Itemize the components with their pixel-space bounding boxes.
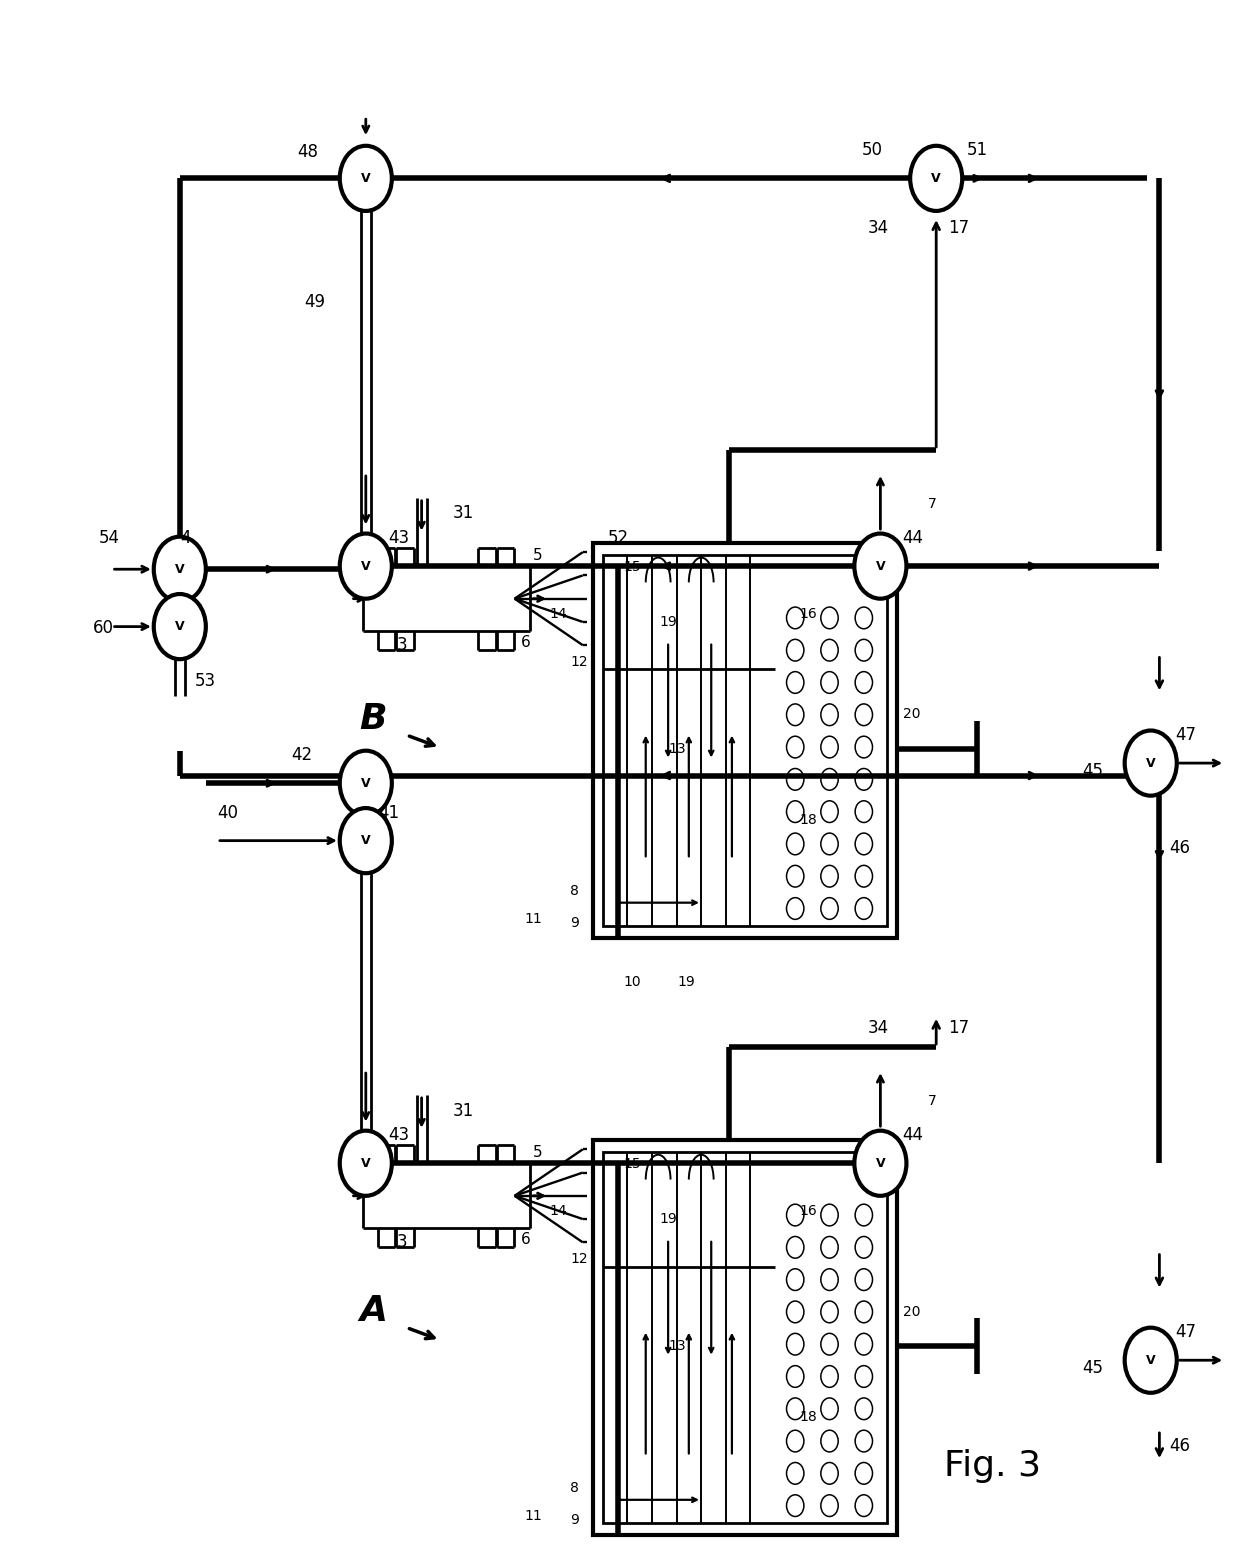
- Text: 17: 17: [949, 1019, 970, 1038]
- Text: 54: 54: [99, 529, 120, 548]
- Text: V: V: [361, 834, 371, 847]
- Text: 20: 20: [903, 707, 920, 721]
- Text: 44: 44: [903, 1126, 924, 1145]
- Text: 8: 8: [570, 1481, 579, 1495]
- Text: V: V: [1146, 1354, 1156, 1366]
- Text: Fig. 3: Fig. 3: [944, 1449, 1040, 1483]
- Bar: [603, 555, 887, 926]
- Text: 47: 47: [1176, 726, 1197, 744]
- Text: V: V: [1146, 757, 1156, 769]
- Text: 40: 40: [217, 803, 238, 822]
- Circle shape: [340, 751, 392, 816]
- Text: 60: 60: [93, 619, 114, 637]
- Text: 4: 4: [180, 529, 190, 548]
- Text: 53: 53: [195, 672, 216, 690]
- Circle shape: [154, 594, 206, 659]
- Text: 45: 45: [1083, 762, 1104, 780]
- Text: 43: 43: [388, 1126, 409, 1145]
- Text: 11: 11: [525, 912, 542, 926]
- Text: 31: 31: [453, 504, 474, 523]
- Text: 5: 5: [533, 548, 543, 563]
- Text: 20: 20: [903, 1304, 920, 1318]
- Circle shape: [854, 534, 906, 599]
- Text: 13: 13: [668, 741, 686, 755]
- Text: 45: 45: [1083, 1359, 1104, 1377]
- Text: 42: 42: [291, 746, 312, 765]
- Text: 47: 47: [1176, 1323, 1197, 1342]
- Text: 10: 10: [622, 974, 641, 990]
- Text: V: V: [361, 172, 371, 185]
- Text: 44: 44: [903, 529, 924, 548]
- Text: B: B: [360, 703, 387, 737]
- Text: V: V: [175, 620, 185, 633]
- Text: 17: 17: [949, 219, 970, 237]
- Text: V: V: [175, 563, 185, 575]
- Text: 9: 9: [570, 1512, 579, 1526]
- Text: 34: 34: [868, 1019, 889, 1038]
- Text: 13: 13: [668, 1339, 686, 1352]
- Text: 52: 52: [608, 529, 629, 548]
- Text: V: V: [875, 560, 885, 572]
- Text: 43: 43: [388, 529, 409, 548]
- Text: 46: 46: [1169, 839, 1190, 858]
- Text: 51: 51: [967, 141, 988, 160]
- Text: 41: 41: [378, 803, 399, 822]
- Circle shape: [1125, 731, 1177, 796]
- Circle shape: [154, 537, 206, 602]
- Text: 8: 8: [570, 884, 579, 898]
- Text: 14: 14: [549, 1204, 567, 1218]
- Circle shape: [340, 808, 392, 873]
- Text: 15: 15: [622, 560, 641, 574]
- Text: V: V: [875, 1157, 885, 1169]
- Circle shape: [1125, 1328, 1177, 1393]
- Text: V: V: [361, 777, 371, 789]
- Text: 34: 34: [868, 219, 889, 237]
- Bar: [603, 1152, 887, 1523]
- Text: 14: 14: [549, 606, 567, 620]
- Text: 18: 18: [800, 813, 817, 827]
- Text: 19: 19: [660, 614, 677, 630]
- Text: 46: 46: [1169, 1436, 1190, 1455]
- Text: A: A: [360, 1295, 388, 1329]
- Text: 6: 6: [521, 634, 531, 650]
- Text: 11: 11: [525, 1509, 542, 1523]
- Circle shape: [340, 146, 392, 211]
- Text: V: V: [931, 172, 941, 185]
- Text: V: V: [361, 560, 371, 572]
- Text: 12: 12: [570, 1252, 588, 1266]
- Text: 16: 16: [800, 606, 817, 620]
- Bar: [593, 1140, 897, 1535]
- Text: 3: 3: [397, 1233, 408, 1252]
- Text: 31: 31: [453, 1101, 474, 1120]
- Text: 7: 7: [928, 496, 936, 512]
- Circle shape: [910, 146, 962, 211]
- Text: 48: 48: [298, 143, 319, 161]
- Text: V: V: [361, 1157, 371, 1169]
- Circle shape: [340, 534, 392, 599]
- Text: 15: 15: [622, 1157, 641, 1171]
- Text: 3: 3: [397, 636, 408, 655]
- Text: 50: 50: [862, 141, 883, 160]
- Circle shape: [340, 1131, 392, 1196]
- Text: 49: 49: [304, 293, 325, 312]
- Text: 19: 19: [660, 1211, 677, 1227]
- Bar: [593, 543, 897, 938]
- Text: 18: 18: [800, 1410, 817, 1424]
- Text: 5: 5: [533, 1145, 543, 1160]
- Text: 19: 19: [678, 974, 696, 990]
- Text: 16: 16: [800, 1204, 817, 1218]
- Circle shape: [854, 1131, 906, 1196]
- Text: 7: 7: [928, 1093, 936, 1109]
- Text: 9: 9: [570, 915, 579, 929]
- Text: 6: 6: [521, 1231, 531, 1247]
- Text: 12: 12: [570, 655, 588, 668]
